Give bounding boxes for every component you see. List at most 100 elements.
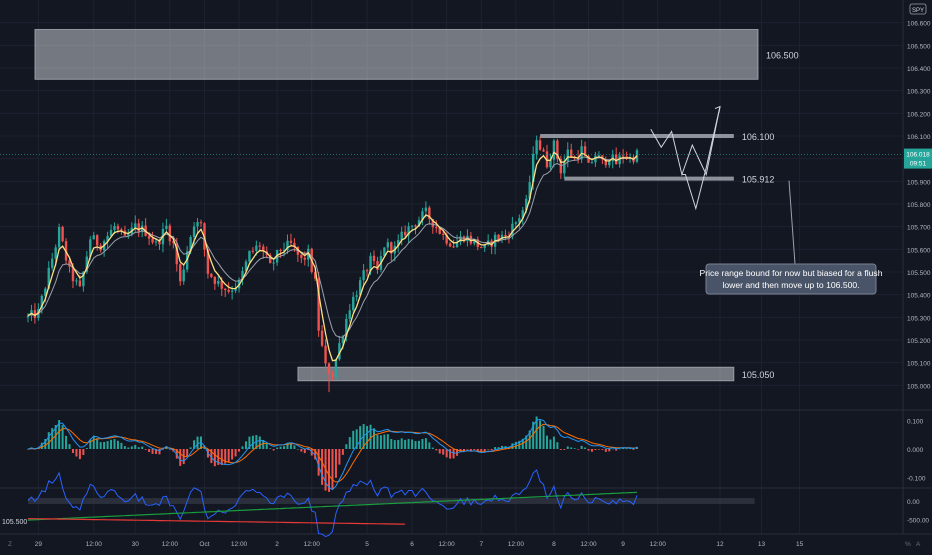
- candle-body: [303, 257, 306, 260]
- candle-body: [89, 239, 92, 257]
- candle-body: [559, 158, 563, 174]
- candle-body: [44, 288, 47, 296]
- candle-body: [531, 153, 535, 183]
- candle-body: [154, 241, 158, 243]
- macd-tick-label: 0.100: [907, 419, 924, 426]
- macd-hist-bar: [293, 445, 296, 449]
- candle-body: [528, 182, 531, 199]
- macd-hist-bar: [532, 421, 535, 449]
- macd-hist-bar: [566, 446, 569, 449]
- macd-hist-bar: [559, 449, 562, 450]
- candle-body: [179, 264, 182, 282]
- candle-body: [615, 154, 618, 165]
- candle-body: [120, 229, 123, 231]
- macd-hist-bar: [61, 425, 64, 449]
- macd-hist-bar: [594, 449, 597, 450]
- macd-hist-bar: [608, 449, 611, 452]
- projection-path-down: [681, 106, 721, 211]
- time-tick-label: 12:00: [304, 541, 321, 548]
- macd-hist-bar: [414, 441, 417, 449]
- time-tick-label: 12: [716, 541, 724, 548]
- candle-body: [54, 247, 57, 259]
- macd-hist-bar: [407, 438, 410, 449]
- current-price-timer: 09:51: [910, 161, 927, 168]
- macd-hist-bar: [424, 438, 427, 449]
- macd-hist-bar: [618, 448, 621, 450]
- macd-hist-bar: [386, 434, 389, 449]
- macd-hist-bar: [286, 443, 289, 449]
- macd-hist-bar: [590, 449, 593, 452]
- macd-hist-bar: [334, 449, 337, 478]
- macd-hist-bar: [220, 449, 223, 466]
- macd-hist-bar: [580, 445, 583, 449]
- macd-hist-bar: [435, 449, 438, 451]
- candle-body: [428, 207, 431, 219]
- candle-body: [196, 222, 199, 227]
- candle-body: [452, 246, 455, 248]
- candle-body: [234, 288, 237, 291]
- macd-hist-bar: [75, 449, 78, 457]
- price-tick-label: 106.400: [907, 66, 931, 73]
- macd-hist-bar: [359, 426, 362, 449]
- macd-hist-bar: [411, 439, 414, 449]
- macd-hist-bar: [127, 447, 130, 449]
- candle-body: [566, 149, 569, 162]
- macd-hist-bar: [68, 444, 71, 449]
- ma-fast-line: [27, 151, 638, 362]
- macd-hist-bar: [587, 449, 590, 451]
- macd-hist-bar: [289, 443, 292, 449]
- candle-body: [545, 151, 549, 168]
- candle-body: [192, 226, 196, 238]
- candle-body: [75, 280, 78, 282]
- macd-hist-bar: [584, 447, 587, 449]
- macd-hist-bar: [487, 449, 490, 450]
- candle-body: [397, 239, 400, 246]
- candle-body: [71, 266, 75, 282]
- macd-hist-bar: [99, 442, 102, 449]
- macd-hist-bar: [120, 442, 123, 449]
- macd-hist-bar: [186, 449, 189, 457]
- macd-hist-bar: [210, 449, 213, 464]
- candle-body: [137, 223, 140, 232]
- candle-body: [189, 237, 192, 252]
- macd-hist-bar: [54, 424, 57, 449]
- macd-hist-bar: [383, 434, 386, 449]
- candle-body: [279, 249, 282, 251]
- candle-body: [345, 318, 348, 337]
- macd-hist-bar: [241, 446, 244, 449]
- candle-body: [549, 159, 552, 168]
- macd-hist-bar: [570, 447, 573, 449]
- macd-hist-bar: [397, 439, 400, 449]
- candle-body: [82, 271, 85, 287]
- candle-body: [68, 260, 71, 267]
- macd-hist-bar: [279, 446, 282, 449]
- macd-hist-bar: [89, 439, 92, 449]
- zone-label: 105.050: [742, 370, 775, 380]
- candle-body: [313, 271, 317, 279]
- macd-hist-bar: [331, 449, 334, 489]
- macd-hist-bar: [514, 441, 517, 449]
- trend-line-red: [27, 518, 406, 525]
- macd-hist-bar: [296, 448, 299, 450]
- macd-hist-bar: [480, 449, 483, 453]
- price-tick-label: 106.100: [907, 134, 931, 141]
- macd-hist-bar: [248, 436, 251, 449]
- macd-hist-bar: [65, 435, 68, 449]
- macd-hist-bar: [341, 449, 344, 455]
- macd-hist-bar: [96, 438, 99, 449]
- price-tick-label: 105.400: [907, 293, 931, 300]
- price-tick-label: 105.500: [907, 270, 931, 277]
- level-label: 106.100: [742, 132, 775, 142]
- macd-hist-bar: [542, 425, 545, 449]
- macd-hist-bar: [251, 435, 254, 449]
- macd-hist-bar: [449, 449, 452, 459]
- macd-hist-bar: [490, 449, 493, 451]
- macd-hist-bar: [494, 447, 497, 449]
- macd-hist-bar: [573, 448, 576, 449]
- macd-hist-bar: [213, 449, 216, 467]
- time-tick-label: 29: [35, 541, 43, 548]
- candle-body: [376, 260, 379, 270]
- rsi-line: [27, 469, 638, 538]
- macd-hist-bar: [417, 440, 420, 449]
